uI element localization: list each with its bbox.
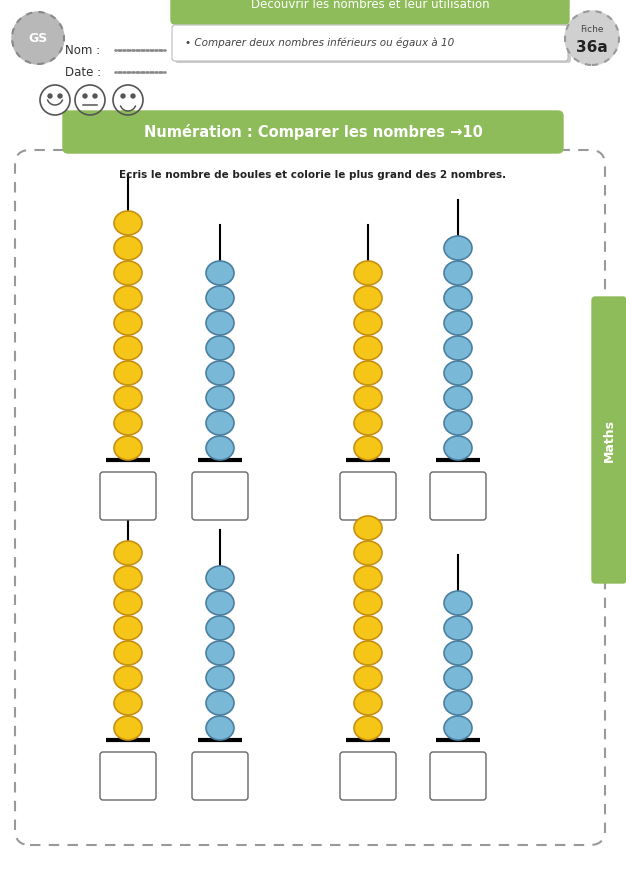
Ellipse shape xyxy=(354,311,382,335)
Ellipse shape xyxy=(354,386,382,410)
Ellipse shape xyxy=(444,666,472,690)
Ellipse shape xyxy=(206,436,234,460)
Ellipse shape xyxy=(114,286,142,310)
Ellipse shape xyxy=(114,566,142,590)
Ellipse shape xyxy=(114,436,142,460)
Ellipse shape xyxy=(114,666,142,690)
Text: • Comparer deux nombres inférieurs ou égaux à 10: • Comparer deux nombres inférieurs ou ég… xyxy=(185,38,454,49)
Circle shape xyxy=(93,94,97,98)
FancyBboxPatch shape xyxy=(192,752,248,800)
Ellipse shape xyxy=(444,236,472,260)
Text: GS: GS xyxy=(28,32,48,44)
FancyBboxPatch shape xyxy=(340,472,396,520)
Ellipse shape xyxy=(206,261,234,285)
Ellipse shape xyxy=(444,616,472,640)
Ellipse shape xyxy=(354,361,382,385)
Ellipse shape xyxy=(354,666,382,690)
Ellipse shape xyxy=(444,286,472,310)
Circle shape xyxy=(565,11,619,65)
Ellipse shape xyxy=(444,311,472,335)
FancyBboxPatch shape xyxy=(15,150,605,845)
Circle shape xyxy=(83,94,87,98)
Ellipse shape xyxy=(354,641,382,665)
Ellipse shape xyxy=(114,541,142,565)
Ellipse shape xyxy=(444,386,472,410)
Ellipse shape xyxy=(354,436,382,460)
Text: Nom :: Nom : xyxy=(65,43,104,57)
Ellipse shape xyxy=(354,691,382,715)
FancyBboxPatch shape xyxy=(175,27,571,63)
Ellipse shape xyxy=(206,591,234,615)
Ellipse shape xyxy=(444,591,472,615)
Ellipse shape xyxy=(114,691,142,715)
Ellipse shape xyxy=(206,691,234,715)
Circle shape xyxy=(58,94,62,98)
Ellipse shape xyxy=(114,361,142,385)
Ellipse shape xyxy=(206,666,234,690)
Text: Découvrir les nombres et leur utilisation: Découvrir les nombres et leur utilisatio… xyxy=(250,0,490,11)
Ellipse shape xyxy=(354,261,382,285)
FancyBboxPatch shape xyxy=(592,297,626,583)
Circle shape xyxy=(12,12,64,64)
Ellipse shape xyxy=(114,336,142,360)
FancyBboxPatch shape xyxy=(430,752,486,800)
Ellipse shape xyxy=(114,236,142,260)
Ellipse shape xyxy=(114,641,142,665)
Ellipse shape xyxy=(444,716,472,740)
Text: http://www.l-profs.fr: http://www.l-profs.fr xyxy=(603,438,612,522)
Ellipse shape xyxy=(114,211,142,235)
Ellipse shape xyxy=(114,311,142,335)
Ellipse shape xyxy=(206,716,234,740)
Text: Date :: Date : xyxy=(65,65,105,79)
Ellipse shape xyxy=(206,311,234,335)
FancyBboxPatch shape xyxy=(430,472,486,520)
Ellipse shape xyxy=(206,286,234,310)
Circle shape xyxy=(121,94,125,98)
FancyBboxPatch shape xyxy=(192,472,248,520)
Ellipse shape xyxy=(354,591,382,615)
Ellipse shape xyxy=(114,591,142,615)
Ellipse shape xyxy=(354,616,382,640)
Ellipse shape xyxy=(206,566,234,590)
Ellipse shape xyxy=(206,641,234,665)
Circle shape xyxy=(131,94,135,98)
Text: Maths: Maths xyxy=(602,418,615,461)
Ellipse shape xyxy=(114,261,142,285)
Ellipse shape xyxy=(206,616,234,640)
FancyBboxPatch shape xyxy=(340,752,396,800)
Text: 36a: 36a xyxy=(576,41,608,56)
Ellipse shape xyxy=(354,716,382,740)
FancyBboxPatch shape xyxy=(172,25,568,61)
Text: Numération : Comparer les nombres →10: Numération : Comparer les nombres →10 xyxy=(143,124,483,140)
Ellipse shape xyxy=(444,361,472,385)
Ellipse shape xyxy=(444,411,472,435)
Ellipse shape xyxy=(444,436,472,460)
Ellipse shape xyxy=(354,516,382,540)
FancyBboxPatch shape xyxy=(171,0,569,24)
Ellipse shape xyxy=(354,541,382,565)
Ellipse shape xyxy=(206,336,234,360)
Ellipse shape xyxy=(114,616,142,640)
Text: Ecris le nombre de boules et colorie le plus grand des 2 nombres.: Ecris le nombre de boules et colorie le … xyxy=(120,170,506,180)
Ellipse shape xyxy=(114,386,142,410)
Ellipse shape xyxy=(354,336,382,360)
Ellipse shape xyxy=(444,261,472,285)
Ellipse shape xyxy=(354,411,382,435)
Ellipse shape xyxy=(206,361,234,385)
FancyBboxPatch shape xyxy=(100,472,156,520)
Circle shape xyxy=(48,94,52,98)
Ellipse shape xyxy=(206,386,234,410)
Ellipse shape xyxy=(354,566,382,590)
Ellipse shape xyxy=(444,641,472,665)
Ellipse shape xyxy=(114,411,142,435)
Ellipse shape xyxy=(354,286,382,310)
FancyBboxPatch shape xyxy=(63,111,563,153)
FancyBboxPatch shape xyxy=(100,752,156,800)
Text: Fiche: Fiche xyxy=(580,26,603,34)
Ellipse shape xyxy=(206,411,234,435)
Ellipse shape xyxy=(114,716,142,740)
Ellipse shape xyxy=(444,336,472,360)
Ellipse shape xyxy=(444,691,472,715)
